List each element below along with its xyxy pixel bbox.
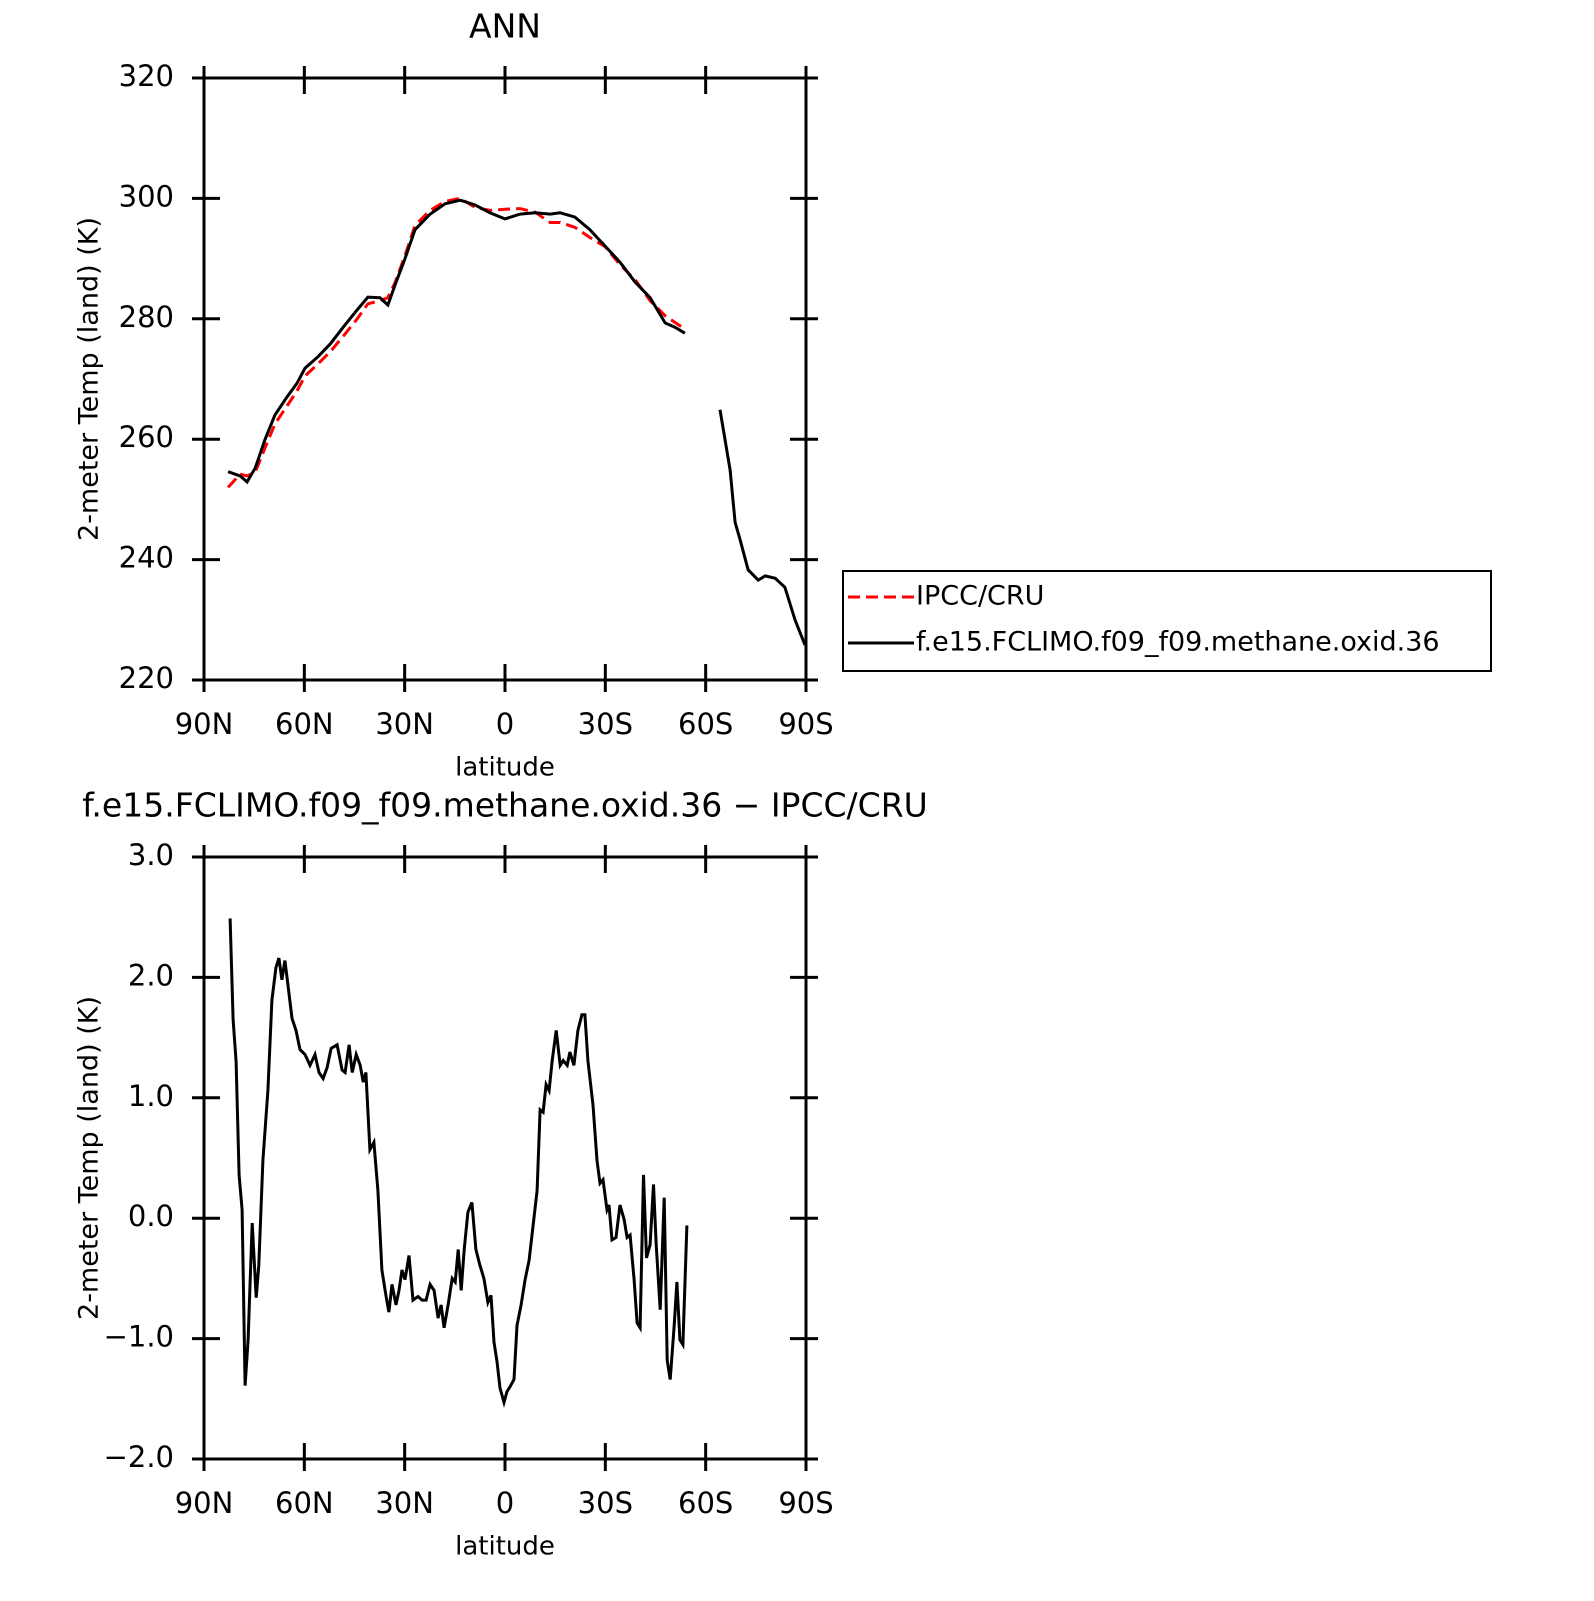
data-line (226, 196, 686, 489)
y-tick-label: −2.0 (104, 1440, 174, 1474)
y-tick-label: 300 (119, 179, 174, 213)
x-tick-label: 0 (496, 707, 514, 741)
x-tick-label: 60S (678, 707, 733, 741)
x-tick-label: 30S (578, 1486, 633, 1520)
y-tick-label: 3.0 (128, 838, 174, 872)
x-tick-label: 30S (578, 707, 633, 741)
y-tick-label: −1.0 (104, 1320, 174, 1354)
data-line (228, 918, 689, 1409)
x-axis-label: latitude (455, 753, 555, 783)
x-tick-label: 90N (175, 1486, 234, 1520)
y-tick-label: 1.0 (128, 1079, 174, 1113)
x-axis-label: latitude (455, 1532, 555, 1562)
chart-title: f.e15.FCLIMO.f09_f09.methane.oxid.36 − I… (82, 786, 928, 825)
data-line (227, 198, 807, 646)
x-tick-label: 60N (275, 1486, 334, 1520)
x-tick-label: 60N (275, 707, 334, 741)
chart-title: ANN (469, 7, 541, 46)
y-tick-label: 320 (119, 59, 174, 93)
x-tick-label: 30N (375, 707, 434, 741)
x-tick-label: 90N (175, 707, 234, 741)
y-axis-label: 2-meter Temp (land) (K) (74, 217, 105, 541)
x-tick-label: 30N (375, 1486, 434, 1520)
x-tick-label: 90S (778, 1486, 833, 1520)
legend-label: IPCC/CRU (916, 581, 1044, 612)
y-tick-label: 280 (119, 300, 174, 334)
legend-label: f.e15.FCLIMO.f09_f09.methane.oxid.36 (916, 627, 1440, 658)
x-tick-label: 60S (678, 1486, 733, 1520)
y-tick-label: 260 (119, 420, 174, 454)
plot-frame (202, 855, 808, 1461)
x-tick-label: 90S (778, 707, 833, 741)
y-tick-label: 240 (119, 541, 174, 575)
x-tick-label: 0 (496, 1486, 514, 1520)
y-tick-label: 220 (119, 661, 174, 695)
y-tick-label: 2.0 (128, 958, 174, 992)
y-axis-label: 2-meter Temp (land) (K) (74, 996, 105, 1320)
y-tick-label: 0.0 (128, 1199, 174, 1233)
legend-box (842, 570, 1492, 672)
plot-frame (202, 76, 808, 682)
